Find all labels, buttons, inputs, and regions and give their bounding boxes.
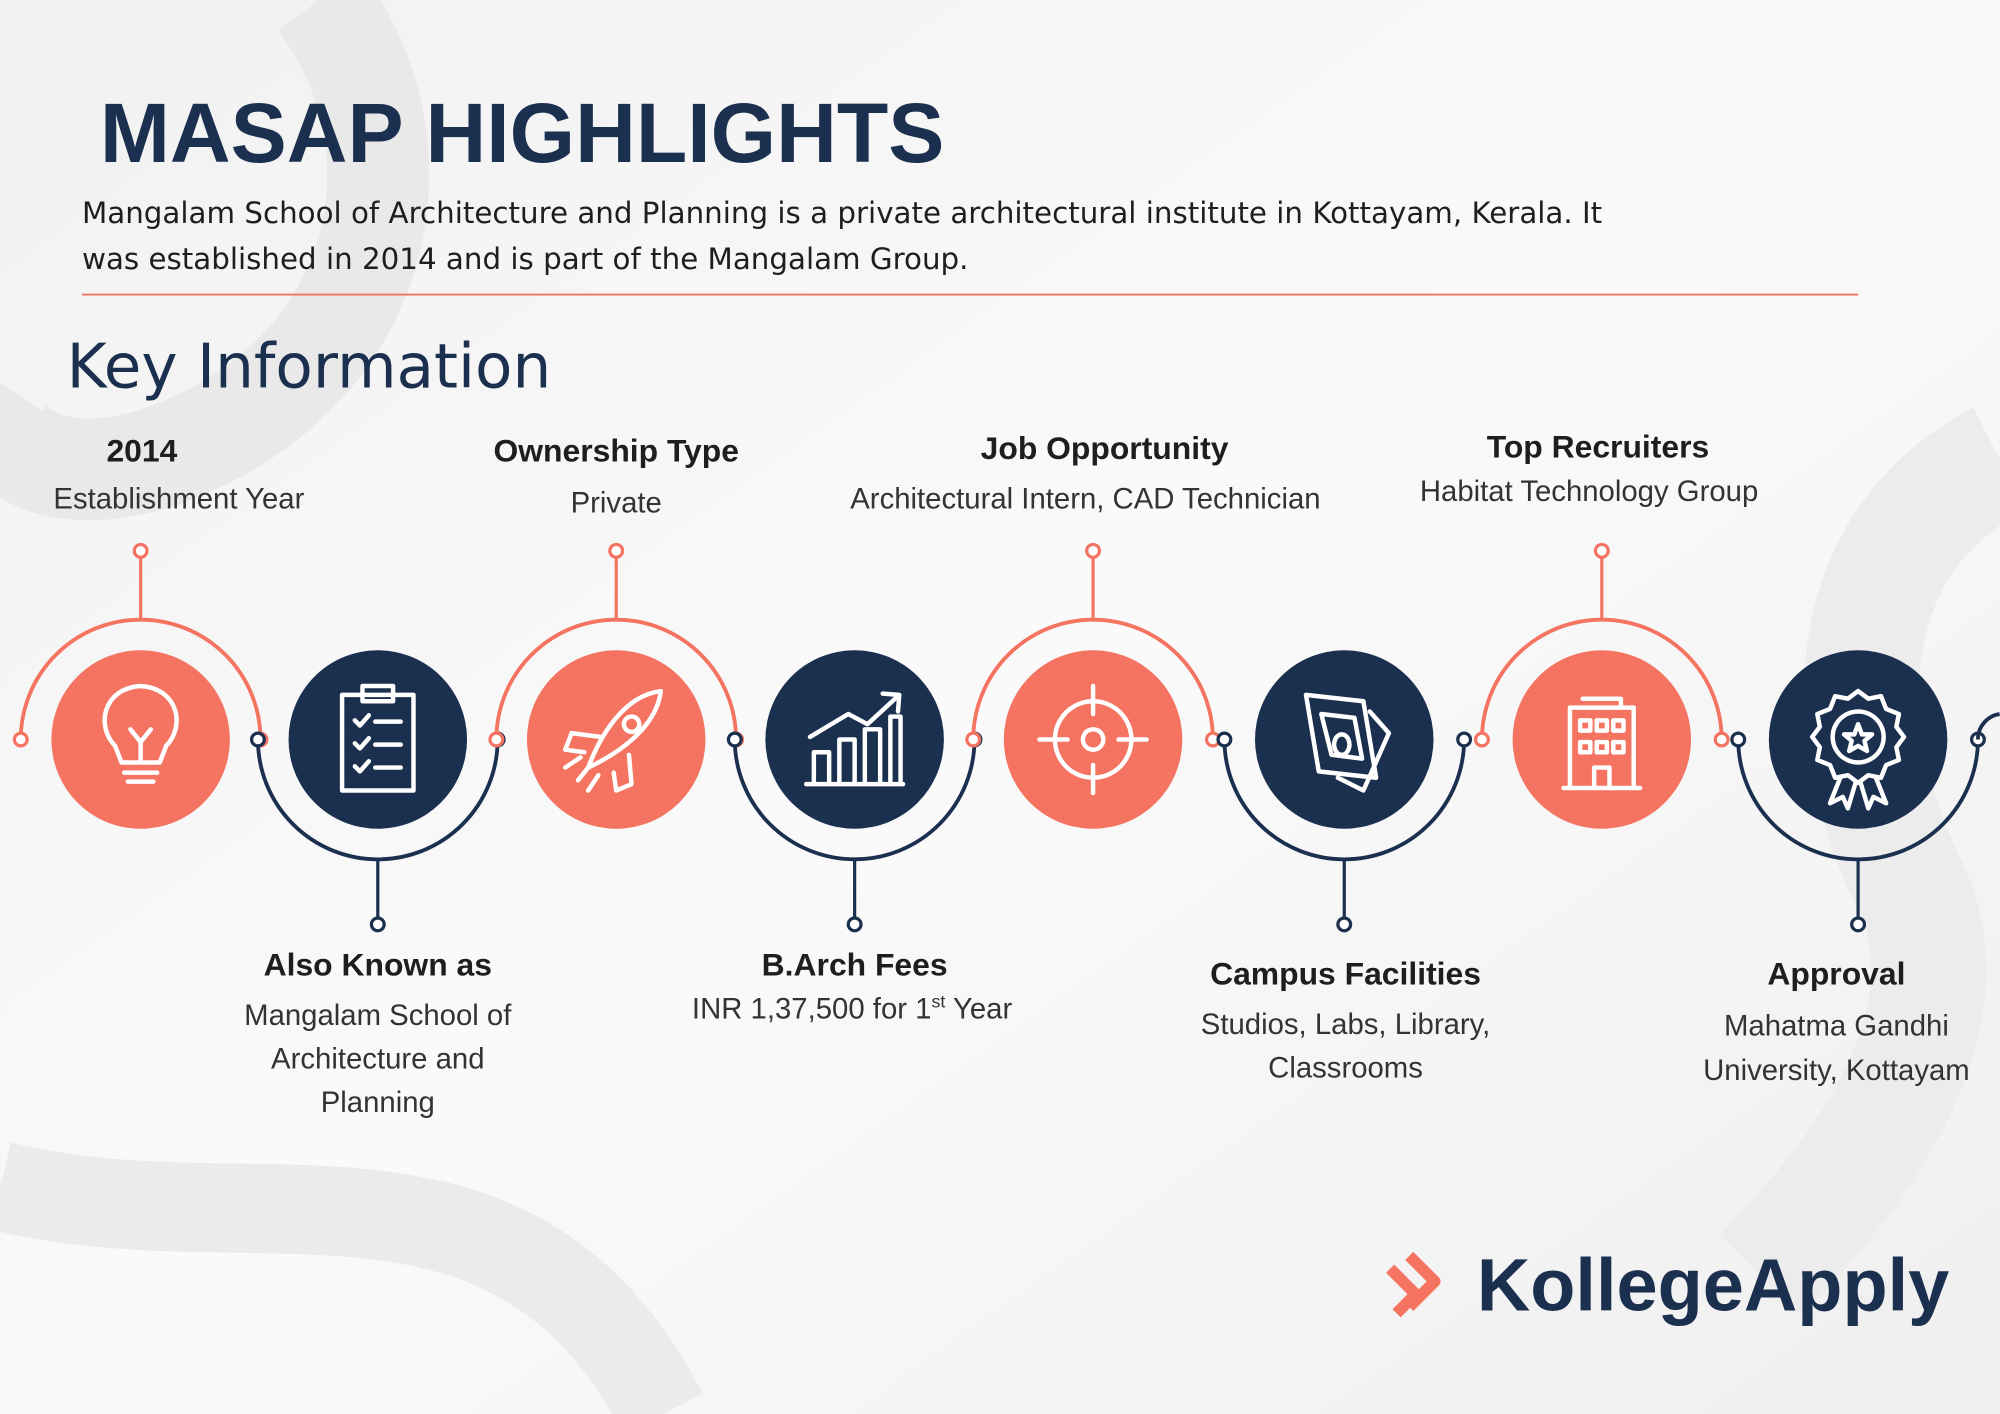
stem-node — [1593, 542, 1610, 559]
icon — [1037, 683, 1149, 796]
logo-text: KollegeApply — [1477, 1244, 1949, 1327]
item-text: Classrooms — [1268, 1051, 1423, 1084]
icon — [1809, 688, 1907, 811]
item-title: B.Arch Fees — [762, 946, 948, 982]
stem-node — [1850, 916, 1867, 933]
icon — [1561, 696, 1643, 791]
item-title: Ownership Type — [493, 433, 738, 469]
connector-node — [1456, 731, 1473, 748]
timeline-item: Top Recruiters Habitat Technology Group — [1420, 429, 1758, 829]
logo-mark — [1386, 1251, 1441, 1318]
item-text: Planning — [321, 1086, 435, 1119]
icon-circle — [1512, 650, 1692, 829]
icon-circle — [526, 650, 706, 829]
item-title: Top Recruiters — [1487, 429, 1709, 465]
connector-node — [1216, 731, 1233, 748]
bg-shape — [0, 0, 430, 521]
item-text-line: INR 1,37,500 for 1 — [692, 993, 932, 1026]
timeline-item: B.Arch Fees INR 1,37,500 for 1st Year — [692, 650, 1013, 1026]
stem-node — [846, 916, 863, 933]
stem-node — [608, 542, 625, 559]
item-title: Job Opportunity — [981, 430, 1229, 466]
item-text: University, Kottayam — [1703, 1054, 1970, 1087]
timeline-item: Ownership Type Private — [488, 433, 745, 829]
icon-circle — [1255, 650, 1434, 829]
item-text-line: Establishment Year — [53, 483, 304, 516]
item-title: 2014 — [106, 433, 177, 469]
connector-node — [1473, 731, 1490, 748]
item-text-line: Planning — [321, 1086, 435, 1119]
icon — [102, 683, 179, 784]
section-title: Key Information — [67, 332, 552, 403]
item-text: INR 1,37,500 for 1st Year — [692, 991, 1013, 1025]
icon — [562, 688, 664, 793]
bg-shape — [0, 1142, 703, 1414]
icon-circle — [1768, 650, 1948, 829]
timeline-item: 2014 Establishment Year — [12, 433, 305, 829]
item-text-line: Architecture and — [271, 1042, 484, 1075]
bg-shape — [1719, 407, 2000, 1316]
item-text-line: Habitat Technology Group — [1420, 475, 1758, 508]
item-text: Studios, Labs, Library, — [1201, 1008, 1490, 1041]
superscript: st — [931, 991, 945, 1011]
connector-node — [1713, 731, 1730, 748]
item-text-line: Mahatma Gandhi — [1724, 1009, 1949, 1042]
item-text: Architecture and — [271, 1042, 484, 1075]
timeline-item: Also Known as Mangalam School of Architect… — [244, 650, 512, 1119]
item-text: Architectural Intern, CAD Technician — [850, 483, 1320, 516]
item-text: Establishment Year — [53, 483, 304, 516]
icon — [1303, 692, 1392, 793]
connector-node — [249, 731, 266, 748]
description: was established in 2014 and is part of t… — [82, 242, 969, 276]
item-text-line: Classrooms — [1268, 1051, 1423, 1084]
title: MASAP HIGHLIGHTS — [100, 86, 945, 180]
timeline-item: Campus Facilities Studios, Labs, Library,… — [1201, 650, 1490, 1084]
logo: KollegeApply — [1386, 1244, 1949, 1327]
item-text-line: Mangalam School of — [244, 999, 512, 1032]
connector-arc — [1976, 712, 2000, 740]
stem-node — [1085, 542, 1102, 559]
connector-node — [1730, 731, 1747, 748]
item-text: Mangalam School of — [244, 999, 512, 1032]
item-title: Approval — [1767, 955, 1905, 991]
item-title: Campus Facilities — [1210, 955, 1481, 991]
item-text-line: University, Kottayam — [1703, 1054, 1970, 1087]
description: Mangalam School of Architecture and Plan… — [82, 196, 1602, 230]
icon — [803, 691, 906, 787]
stem-node — [132, 542, 149, 559]
connector-node — [488, 731, 505, 748]
item-text-line: Private — [571, 487, 662, 520]
item-text: Private — [571, 487, 662, 520]
stem-node — [369, 916, 386, 933]
item-text-suffix: Year — [953, 993, 1012, 1026]
icon-circle — [1003, 650, 1183, 829]
item-text: Habitat Technology Group — [1420, 475, 1758, 508]
connector-node — [12, 731, 29, 748]
connector-node — [726, 731, 743, 748]
item-title: Also Known as — [264, 946, 492, 982]
icon — [339, 683, 416, 793]
icon-circle — [288, 650, 468, 829]
item-text-line: Architectural Intern, CAD Technician — [850, 483, 1320, 516]
stem-node — [1336, 916, 1353, 933]
timeline-item: Approval Mahatma Gandhi University, Kottay… — [1703, 650, 1986, 1087]
connector-node — [965, 731, 982, 748]
item-text-line: Studios, Labs, Library, — [1201, 1008, 1490, 1041]
item-text: Mahatma Gandhi — [1724, 1009, 1949, 1042]
timeline-item: Job Opportunity Architectural Intern, CAD… — [850, 430, 1321, 829]
